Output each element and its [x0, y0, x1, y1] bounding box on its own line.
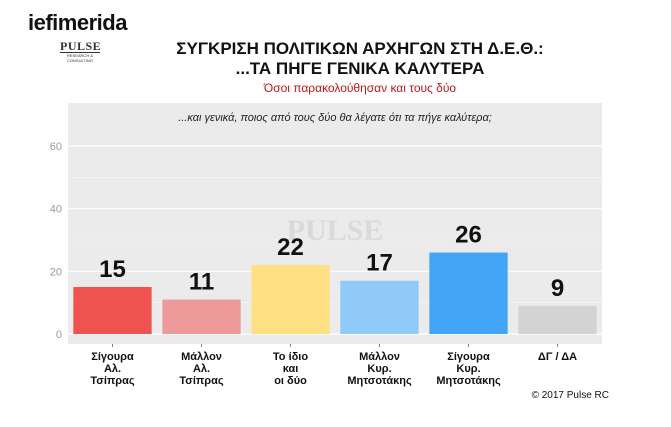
x-tick-label: Μάλλον — [181, 351, 222, 363]
x-tick-label: Μάλλον — [359, 351, 400, 363]
pulse-logo-sub: RESEARCH & CONSULTING — [60, 52, 100, 63]
x-tick-label: και — [283, 363, 299, 375]
data-label: 26 — [455, 222, 482, 249]
bar — [340, 280, 419, 334]
x-tick-label: Σίγουρα — [91, 351, 134, 363]
x-tick-label: Τσίπρας — [90, 375, 134, 387]
x-tick-label: Μητσοτάκης — [347, 375, 412, 387]
chart-title-line2: ...ΤΑ ΠΗΓΕ ΓΕΝΙΚΑ ΚΑΛΥΤΕΡΑ — [235, 59, 485, 78]
x-tick-label: Κυρ. — [367, 363, 391, 375]
copyright-note: © 2017 Pulse RC — [531, 390, 609, 401]
pulse-logo: PULSE RESEARCH & CONSULTING — [60, 39, 102, 63]
x-tick-label: Μητσοτάκης — [436, 375, 501, 387]
y-tick-label: 60 — [50, 141, 62, 153]
chart-title-line1: ΣΥΓΚΡΙΣΗ ΠΟΛΙΤΙΚΩΝ ΑΡΧΗΓΩΝ ΣΤΗ Δ.Ε.Θ.: — [176, 39, 544, 58]
data-label: 11 — [189, 269, 214, 296]
plot-panel — [68, 103, 602, 344]
x-tick-label: οι δύο — [274, 375, 307, 387]
bar — [73, 287, 152, 334]
pulse-watermark: PULSE — [287, 214, 384, 247]
data-label: 9 — [551, 275, 564, 302]
data-label: 17 — [366, 250, 393, 277]
x-tick-label: Σίγουρα — [447, 351, 490, 363]
y-tick-label: 40 — [50, 204, 62, 216]
bar — [162, 299, 241, 334]
x-tick-label: Αλ. — [104, 363, 121, 375]
y-tick-label: 0 — [56, 329, 62, 341]
bar — [251, 265, 330, 334]
y-tick-label: 20 — [50, 266, 62, 278]
x-tick-label: ΔΓ / ΔΑ — [538, 351, 577, 363]
pulse-logo-word: PULSE — [60, 39, 102, 53]
x-tick-label: Κυρ. — [456, 363, 480, 375]
chart-subtitle: Όσοι παρακολούθησαν και τους δύο — [263, 81, 457, 95]
x-tick-label: Αλ. — [193, 363, 210, 375]
bar — [429, 252, 508, 334]
iefimerida-logo-text: iefimerida — [28, 10, 127, 35]
x-tick-label: Το ίδιο — [273, 351, 308, 363]
iefimerida-logo: iefimerida — [28, 10, 127, 36]
data-label: 15 — [99, 256, 126, 283]
data-label: 22 — [277, 234, 304, 261]
chart-question: ...και γενικά, ποιος από τους δύο θα λέγ… — [178, 112, 492, 124]
bar — [518, 305, 597, 334]
x-tick-label: Τσίπρας — [179, 375, 223, 387]
